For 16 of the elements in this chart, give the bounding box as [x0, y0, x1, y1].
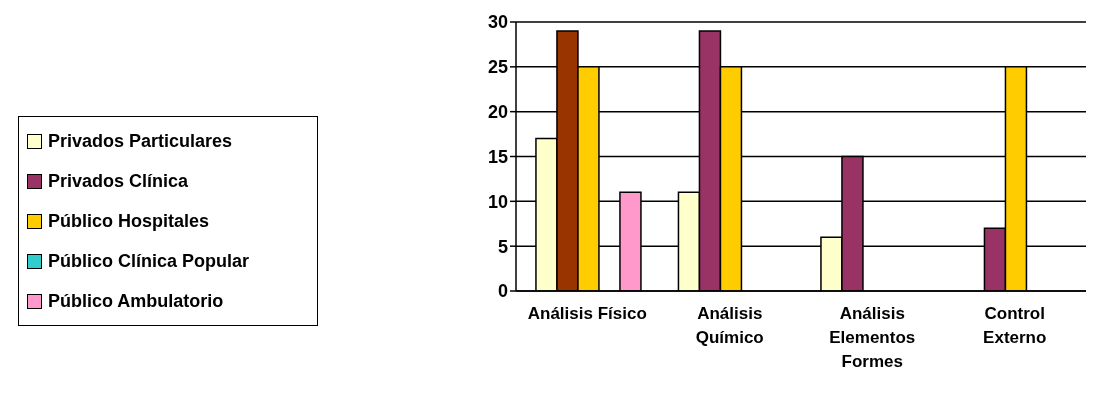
legend-label: Público Clínica Popular — [48, 250, 250, 272]
y-tick-label: 30 — [487, 12, 508, 33]
y-tick-label: 0 — [497, 281, 508, 302]
legend-label: Público Ambulatorio — [48, 290, 224, 312]
y-tick-label: 10 — [487, 191, 508, 212]
y-tick-label: 5 — [497, 236, 508, 257]
legend-label: Privados Particulares — [48, 130, 233, 152]
x-tick-label: Análisis Elementos Formes — [829, 304, 916, 371]
y-tick-label: 20 — [487, 102, 508, 123]
y-tick-label: 25 — [487, 57, 508, 78]
x-tick-label: Análisis Físico — [527, 304, 647, 323]
y-tick-label: 15 — [487, 146, 508, 167]
legend-label: Público Hospitales — [48, 210, 210, 232]
x-tick-label: Análisis Químico — [695, 304, 764, 347]
x-tick-label: Control Externo — [983, 304, 1047, 347]
legend-label: Privados Clínica — [48, 170, 189, 192]
